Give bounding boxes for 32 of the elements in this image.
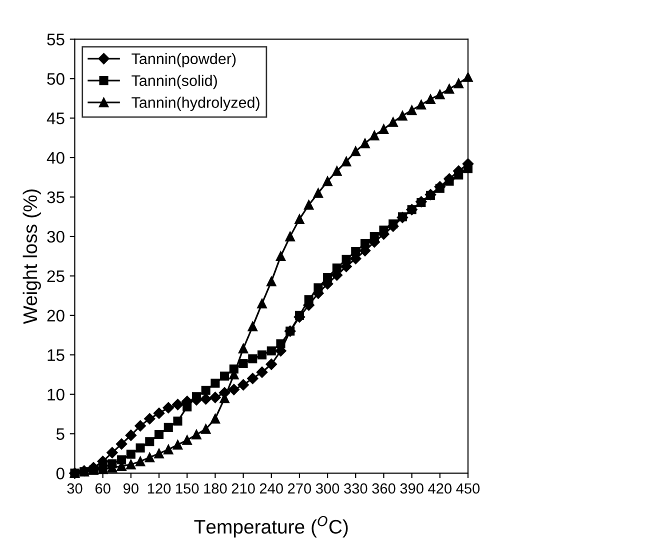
x-tick-label: 90: [124, 483, 138, 494]
y-tick-label: 10: [48, 388, 64, 400]
x-tick-label: 240: [260, 483, 283, 494]
x-tick-label: 390: [400, 483, 424, 494]
legend-label: Tannin(hydrolyzed): [132, 96, 260, 111]
x-tick-label: 150: [176, 483, 199, 494]
x-tick-label: 420: [428, 483, 452, 494]
x-tick-label: 300: [316, 483, 340, 494]
x-tick-label: 270: [288, 483, 312, 494]
x-tick-label: 450: [456, 483, 480, 494]
y-tick-label: 0: [56, 468, 64, 480]
x-tick-label: 120: [148, 483, 171, 494]
y-tick-label: 30: [47, 230, 64, 243]
y-tick-label: 25: [47, 270, 64, 282]
y-axis-title: Weight loss (%): [22, 190, 41, 324]
y-tick-label: 20: [47, 310, 64, 322]
y-tick-label: 55: [47, 34, 64, 46]
x-tick-label: 180: [204, 483, 227, 494]
y-tick-label: 50: [47, 73, 64, 85]
y-tick-label: 15: [48, 349, 64, 362]
x-tick-label: 360: [372, 483, 396, 494]
legend-label: Tannin(solid): [132, 74, 217, 90]
y-tick-label: 5: [56, 428, 64, 440]
x-tick-label: 210: [232, 483, 255, 494]
x-axis-title: Temperature ($^{O}$C): [194, 516, 348, 538]
legend-label: Tannin(powder): [132, 52, 236, 68]
x-tick-label: 30: [67, 483, 82, 494]
y-tick-label: 35: [47, 191, 64, 204]
x-tick-label: 60: [95, 483, 110, 494]
y-tick-label: 40: [46, 152, 64, 164]
x-tick-label: 330: [344, 483, 368, 494]
y-tick-label: 45: [46, 112, 64, 124]
